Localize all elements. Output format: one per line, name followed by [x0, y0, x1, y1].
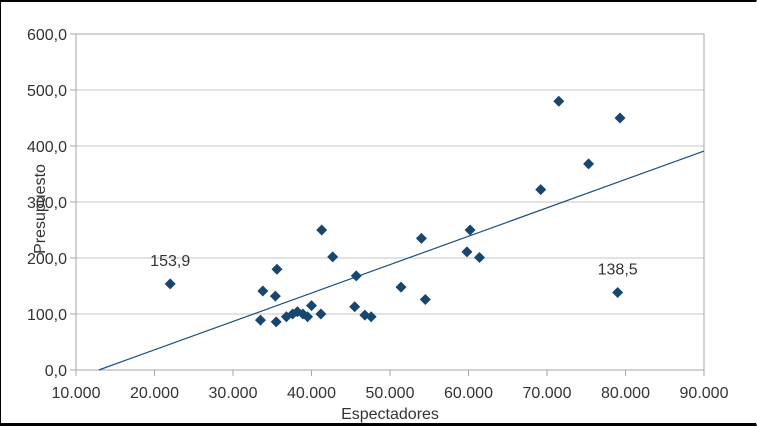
x-axis-title: Espectadores	[341, 406, 439, 423]
data-point	[614, 112, 626, 124]
data-point	[535, 184, 547, 196]
data-point	[254, 314, 266, 326]
x-tick-label: 90.000	[680, 385, 729, 402]
data-point	[302, 311, 314, 323]
y-tick-label: 400,0	[27, 139, 67, 156]
data-point	[315, 308, 327, 320]
data-point	[612, 286, 624, 298]
y-tick-label: 100,0	[27, 307, 67, 324]
data-point	[306, 300, 317, 312]
data-point	[350, 270, 362, 282]
data-point	[365, 311, 377, 323]
data-point	[327, 251, 339, 263]
data-point	[164, 278, 176, 290]
y-tick-label: 500,0	[27, 83, 67, 100]
data-point	[271, 263, 283, 275]
x-tick-label: 70.000	[523, 385, 572, 402]
data-point	[553, 95, 565, 107]
trend-line	[98, 150, 705, 371]
y-tick-label: 300,0	[27, 195, 67, 212]
data-point	[257, 285, 269, 297]
x-tick-label: 30.000	[209, 385, 258, 402]
x-tick-label: 60.000	[444, 385, 493, 402]
data-point	[269, 290, 281, 302]
data-point	[419, 293, 431, 305]
data-point	[473, 251, 485, 263]
data-point	[395, 281, 407, 293]
data-point	[270, 316, 282, 328]
data-point	[316, 224, 328, 236]
x-tick-label: 40.000	[287, 385, 336, 402]
data-point	[415, 232, 427, 244]
point-value-label: 138,5	[598, 261, 638, 278]
x-tick-label: 10.000	[52, 385, 101, 402]
y-tick-label: 600,0	[27, 27, 67, 44]
x-tick-label: 80.000	[601, 385, 650, 402]
data-point	[583, 158, 595, 170]
point-value-label: 153,9	[150, 253, 190, 270]
y-tick-label: 200,0	[27, 251, 67, 268]
y-tick-label: 0,0	[45, 363, 67, 380]
y-axis-title: Presupuesto	[32, 164, 49, 254]
data-point	[349, 301, 361, 313]
data-point	[464, 224, 476, 236]
x-tick-label: 50.000	[366, 385, 415, 402]
x-tick-label: 20.000	[130, 385, 179, 402]
data-point	[461, 246, 473, 258]
